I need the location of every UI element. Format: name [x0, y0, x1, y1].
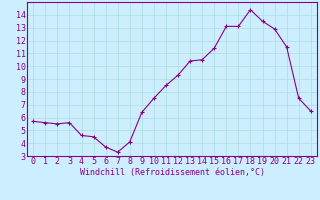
- X-axis label: Windchill (Refroidissement éolien,°C): Windchill (Refroidissement éolien,°C): [79, 168, 265, 177]
